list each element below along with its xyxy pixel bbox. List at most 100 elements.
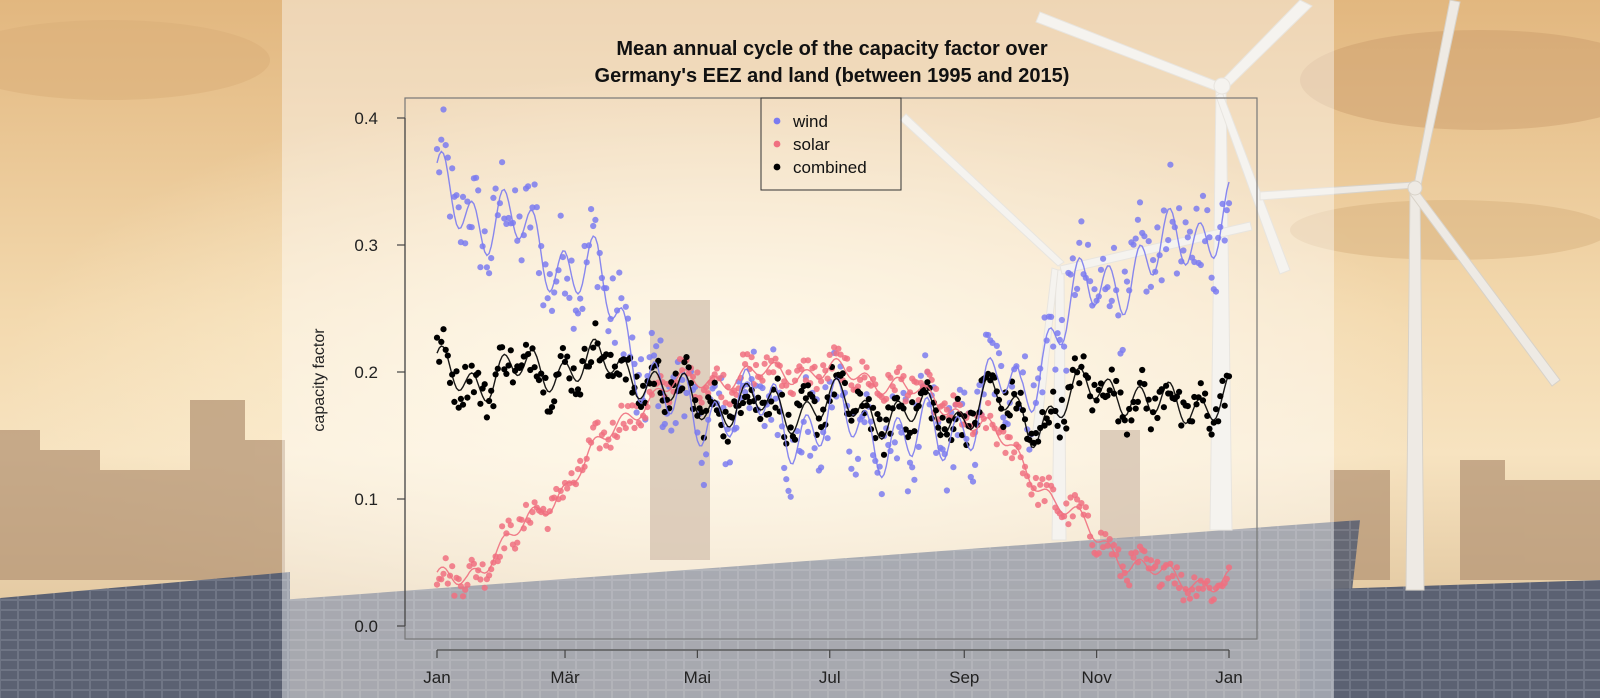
solar-point: [982, 425, 990, 432]
wind-point: [1078, 218, 1085, 225]
wind-point: [653, 343, 660, 350]
solar-point: [577, 457, 584, 464]
solar-point: [703, 384, 710, 391]
wind-point: [1223, 207, 1230, 214]
combined-point: [969, 410, 977, 417]
combined-point: [542, 374, 549, 381]
solar-point: [1152, 563, 1159, 570]
combined-point: [1091, 381, 1098, 388]
combined-point: [1184, 403, 1191, 410]
solar-point: [496, 553, 503, 560]
solar-point: [444, 580, 451, 587]
combined-point: [768, 398, 775, 405]
combined-point: [1221, 402, 1228, 409]
combined-point: [880, 451, 888, 458]
solar-point: [1154, 558, 1161, 565]
solar-point: [1173, 564, 1180, 571]
combined-point: [440, 326, 447, 333]
solar-point: [818, 378, 825, 385]
x-tick-label: Mär: [550, 668, 580, 687]
wind-point: [533, 204, 540, 211]
wind-point: [1004, 421, 1011, 428]
wind-point: [1061, 343, 1068, 350]
x-tick-label: Nov: [1082, 668, 1113, 687]
solar-point: [933, 385, 940, 392]
wind-point: [798, 449, 805, 456]
combined-point: [655, 357, 662, 364]
solar-point: [950, 392, 957, 399]
combined-point: [462, 363, 469, 370]
combined-point: [772, 404, 779, 411]
wind-point: [1163, 246, 1170, 253]
wind-point: [1132, 235, 1139, 242]
combined-point: [1215, 418, 1222, 425]
combined-point: [765, 410, 773, 418]
wind-point: [1225, 200, 1233, 207]
solar-point: [544, 525, 551, 533]
combined-point: [941, 426, 948, 433]
combined-point: [535, 377, 543, 384]
wind-point: [1212, 288, 1220, 295]
combined-point: [857, 390, 864, 397]
solar-point: [1084, 512, 1092, 519]
wind-point: [468, 224, 475, 231]
wind-point: [605, 328, 612, 335]
wind-point: [1121, 268, 1128, 275]
combined-point: [1041, 422, 1048, 429]
combined-point: [633, 373, 640, 380]
wind-point: [505, 214, 512, 222]
solar-point: [642, 414, 649, 422]
wind-point: [462, 240, 469, 247]
combined-point: [453, 368, 460, 375]
combined-point: [1089, 407, 1096, 414]
combined-point: [870, 404, 877, 411]
combined-point: [616, 371, 623, 378]
wind-point: [1199, 192, 1207, 199]
combined-point: [1045, 419, 1052, 426]
combined-point: [1147, 426, 1154, 433]
combined-point: [1056, 434, 1063, 441]
wind-point: [1221, 237, 1228, 244]
wind-point: [540, 302, 547, 309]
combined-point: [470, 389, 477, 396]
wind-point: [1104, 284, 1111, 291]
solar-point: [596, 445, 603, 452]
combined-point: [848, 417, 855, 424]
solar-point: [527, 519, 534, 526]
solar-point: [1117, 573, 1124, 580]
solar-point: [1065, 521, 1072, 528]
combined-point: [1080, 353, 1087, 360]
wind-point: [442, 142, 449, 149]
solar-point: [824, 375, 831, 382]
combined-point: [685, 364, 692, 371]
wind-point: [1097, 266, 1105, 273]
solar-point: [449, 563, 456, 570]
solar-point: [761, 360, 768, 367]
wind-point: [1106, 303, 1113, 310]
wind-point: [698, 459, 705, 466]
wind-point: [594, 284, 601, 291]
combined-point: [1108, 366, 1115, 373]
solar-point: [772, 355, 779, 362]
combined-point: [509, 379, 516, 386]
wind-point: [969, 478, 977, 485]
combined-point: [959, 432, 966, 439]
wind-point: [1048, 313, 1055, 320]
wind-point: [444, 154, 451, 161]
combined-point: [464, 394, 471, 401]
solar-point: [442, 555, 449, 562]
solar-point: [789, 390, 797, 398]
combined-point: [1152, 395, 1159, 402]
combined-point: [481, 381, 488, 388]
wind-point: [564, 275, 571, 282]
solar-point: [622, 425, 629, 432]
solar-point: [1011, 449, 1018, 456]
wind-point: [551, 289, 558, 296]
wind-point: [972, 461, 979, 468]
combined-point: [798, 387, 805, 394]
combined-point: [744, 393, 751, 400]
solar-point: [564, 485, 571, 492]
solar-point: [859, 358, 866, 365]
wind-point: [1050, 343, 1057, 350]
